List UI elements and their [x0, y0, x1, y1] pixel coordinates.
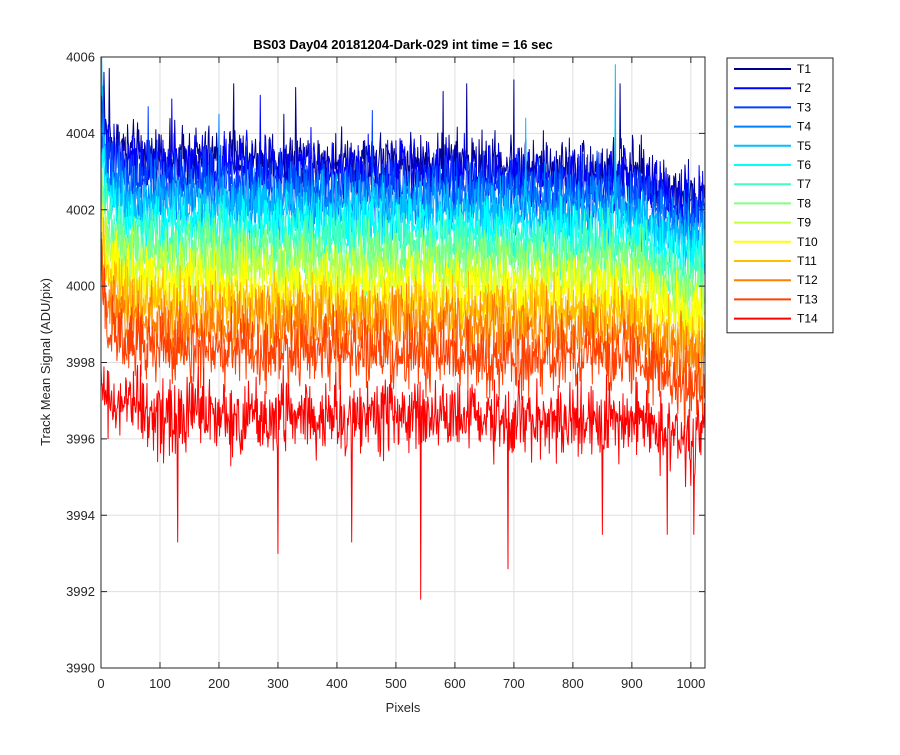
legend-label-t9: T9 — [797, 216, 811, 230]
legend: T1 T2 T3 T4 T5 T6 T7 T8 T9 T10 T11 T12 T13 T14 — [726, 57, 834, 334]
x-tick-label: 200 — [208, 676, 230, 691]
legend-label-t6: T6 — [797, 158, 811, 172]
series-line-t14 — [101, 364, 705, 600]
y-tick-label: 3998 — [66, 355, 95, 370]
series-line-t5 — [101, 57, 705, 275]
legend-label-t5: T5 — [797, 139, 811, 153]
x-tick-label: 800 — [562, 676, 584, 691]
y-tick-label: 3994 — [66, 508, 95, 523]
axis-ticks: 0 100 200 300 400 500 600 700 800 900 1000 3990 3992… — [66, 50, 705, 692]
x-tick-label: 0 — [97, 676, 104, 691]
y-tick-label: 3990 — [66, 661, 95, 676]
y-tick-label: 4002 — [66, 202, 95, 217]
chart-title: BS03 Day04 20181204-Dark-029 int time = … — [253, 37, 553, 52]
series-line-t8 — [101, 169, 705, 320]
y-tick-label: 4006 — [66, 50, 95, 65]
x-tick-label: 400 — [326, 676, 348, 691]
legend-label-t7: T7 — [797, 177, 811, 191]
y-tick-label: 4000 — [66, 279, 95, 294]
x-tick-label: 100 — [149, 676, 171, 691]
x-tick-label: 500 — [385, 676, 407, 691]
series-group — [101, 57, 705, 600]
x-tick-label: 300 — [267, 676, 289, 691]
x-axis-title: Pixels — [386, 700, 421, 715]
y-tick-label: 3992 — [66, 584, 95, 599]
legend-label-t4: T4 — [797, 120, 811, 134]
series-line-t3 — [101, 105, 705, 245]
legend-label-t8: T8 — [797, 196, 811, 210]
series-line-t2 — [101, 79, 705, 237]
legend-label-t14: T14 — [797, 312, 818, 326]
legend-label-t10: T10 — [797, 235, 818, 249]
series-line-t10 — [101, 200, 705, 342]
y-axis-title: Track Mean Signal (ADU/pix) — [38, 278, 53, 446]
legend-label-t3: T3 — [797, 100, 811, 114]
x-tick-label: 700 — [503, 676, 525, 691]
x-tick-label: 1000 — [676, 676, 705, 691]
series-line-t13 — [101, 238, 705, 429]
y-tick-label: 3996 — [66, 431, 95, 446]
x-tick-label: 900 — [621, 676, 643, 691]
legend-label-t13: T13 — [797, 292, 818, 306]
y-tick-label: 4004 — [66, 126, 95, 141]
legend-label-t12: T12 — [797, 273, 818, 287]
legend-box — [726, 57, 834, 334]
legend-label-t11: T11 — [797, 254, 817, 268]
legend-label-t2: T2 — [797, 81, 811, 95]
x-tick-label: 600 — [444, 676, 466, 691]
legend-label-t1: T1 — [797, 62, 811, 76]
